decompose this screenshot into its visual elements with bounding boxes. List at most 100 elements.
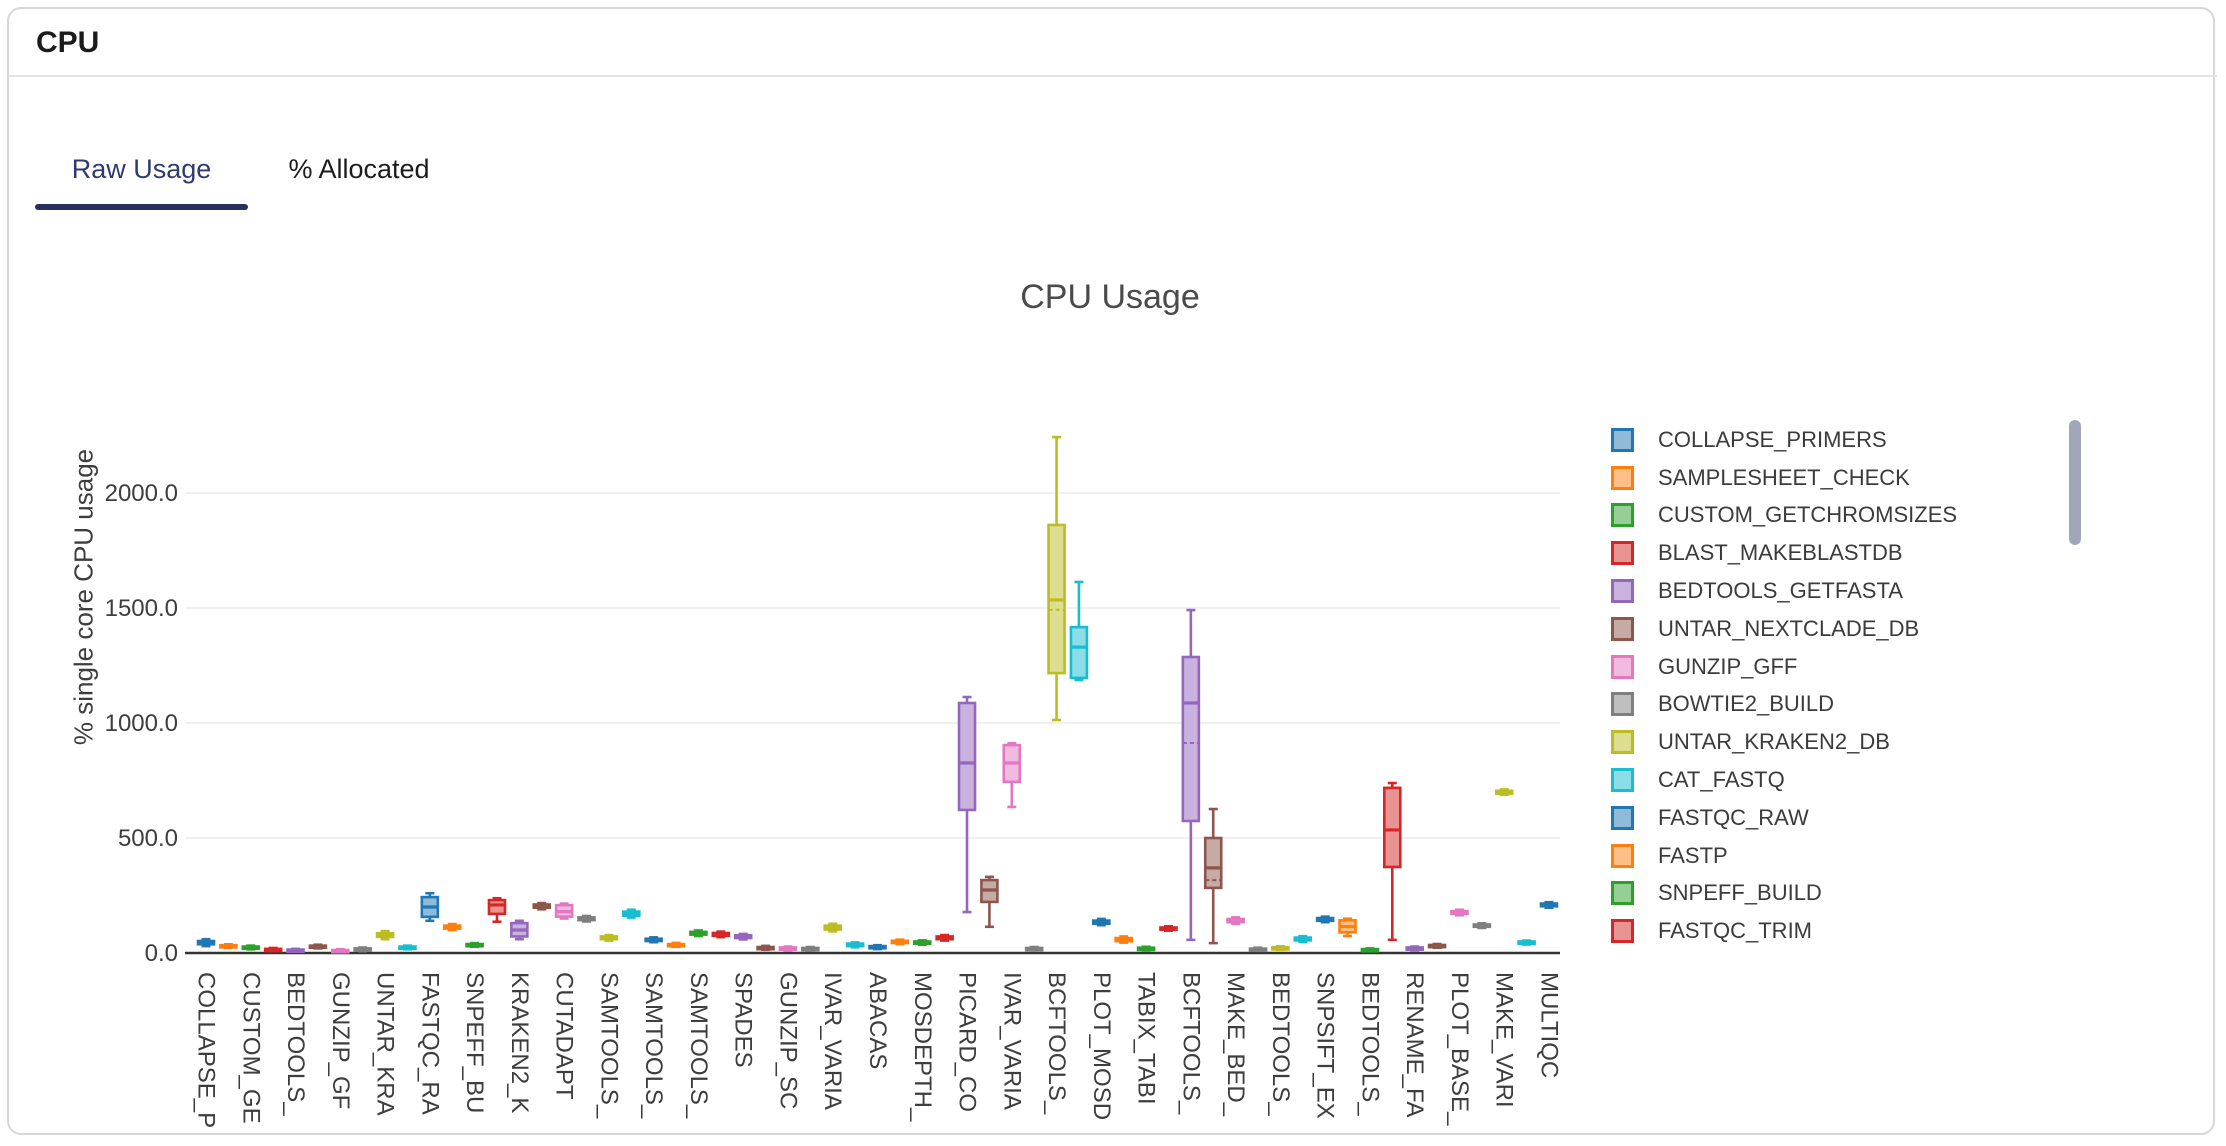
box-plot-BEDTOOLS_[interactable]: [286, 947, 305, 954]
legend-item[interactable]: GUNZIP_GFF: [1608, 648, 2068, 686]
box-plot-SNPEFF_BU[interactable]: [465, 941, 484, 949]
legend-item[interactable]: COLLAPSE_PRIMERS: [1608, 421, 2068, 459]
legend-item[interactable]: CAT_FASTQ: [1608, 761, 2068, 799]
box-plot-series-30[interactable]: [845, 941, 865, 949]
box-plot-series-34[interactable]: [935, 933, 954, 942]
legend-item[interactable]: BOWTIE2_BUILD: [1608, 686, 2068, 724]
chart-title: CPU Usage: [1020, 278, 1200, 316]
box-plot-BEDTOOLS_[interactable]: [1271, 945, 1290, 952]
box-plot-FASTQC_RA[interactable]: [420, 891, 440, 923]
box-plot-series-20[interactable]: [621, 908, 641, 919]
box-plot-series-38[interactable]: [1024, 945, 1044, 952]
box-plot-series-40[interactable]: [1069, 580, 1089, 682]
x-tick-label: PICARD_CO: [954, 972, 981, 1112]
x-tick-label: GUNZIP_SC: [774, 972, 801, 1109]
x-tick-label: PLOT_MOSD: [1088, 972, 1115, 1120]
box-plot-series-6[interactable]: [308, 943, 328, 950]
box-plot-series-8[interactable]: [353, 946, 372, 953]
legend-item[interactable]: CUSTOM_GETCHROMSIZES: [1608, 497, 2068, 535]
box-plot-SAMTOOLS_[interactable]: [599, 933, 619, 942]
legend-scrollbar-thumb[interactable]: [2069, 420, 2081, 545]
box-plot-SAMTOOLS_[interactable]: [689, 929, 708, 938]
box-plot-series-12[interactable]: [442, 922, 462, 932]
box-plot-series-48[interactable]: [1248, 946, 1268, 953]
box-plot-series-36[interactable]: [980, 875, 999, 929]
box-plot-series-4[interactable]: [263, 946, 283, 953]
box-plot-series-18[interactable]: [577, 914, 596, 923]
x-tick-label: CUTADAPT: [551, 972, 578, 1100]
legend-label: FASTP: [1658, 842, 1728, 868]
legend-item[interactable]: FASTP: [1608, 837, 2068, 875]
legend-label: FASTQC_RAW: [1658, 804, 1809, 830]
box-plot-GUNZIP_GF[interactable]: [330, 948, 350, 954]
x-tick-label: SAMTOOLS_: [595, 972, 622, 1119]
legend-item[interactable]: SNPEFF_BUILD: [1608, 875, 2068, 913]
legend-label: COLLAPSE_PRIMERS: [1658, 426, 1887, 452]
box-plot-IVAR_VARIA[interactable]: [1002, 741, 1022, 809]
x-tick-label: SAMTOOLS_: [640, 972, 667, 1119]
box-plot-series-32[interactable]: [890, 938, 910, 946]
box-plot-series-10[interactable]: [398, 944, 417, 951]
box-plot-SAMTOOLS_[interactable]: [644, 936, 663, 944]
legend-item[interactable]: BEDTOOLS_GETFASTA: [1608, 572, 2068, 610]
box-plot-ABACAS[interactable]: [868, 943, 887, 951]
box-plot-series-16[interactable]: [532, 901, 552, 911]
legend-label: SAMPLESHEET_CHECK: [1658, 464, 1910, 490]
box-plot-SNPSIFT_EX[interactable]: [1315, 915, 1335, 924]
tab-percent-allocated[interactable]: % Allocated: [288, 154, 430, 184]
box-plot-BCFTOOLS_[interactable]: [1181, 608, 1201, 942]
box-plot-series-46[interactable]: [1203, 807, 1223, 945]
legend-label: GUNZIP_GFF: [1658, 653, 1798, 679]
box-plot-MAKE_BED_[interactable]: [1226, 916, 1245, 926]
box-plot-CUSTOM_GE[interactable]: [241, 944, 261, 951]
x-tick-label: SAMTOOLS_: [685, 972, 712, 1119]
x-tick-label: COLLAPSE_P: [193, 972, 220, 1128]
box-plot-CUTADAPT[interactable]: [554, 902, 574, 920]
legend-item[interactable]: FASTQC_TRIM: [1608, 912, 2068, 950]
legend-item[interactable]: UNTAR_NEXTCLADE_DB: [1608, 610, 2068, 648]
box-plot-COLLAPSE_P[interactable]: [196, 937, 216, 948]
box-plot-series-42[interactable]: [1114, 935, 1134, 944]
box-plot-TABIX_TABI[interactable]: [1136, 945, 1156, 952]
box-plot-series-44[interactable]: [1159, 925, 1178, 932]
box-plot-BEDTOOLS_[interactable]: [1360, 947, 1380, 953]
box-plot-BCFTOOLS_[interactable]: [1047, 435, 1066, 722]
box-plot-PLOT_MOSD[interactable]: [1092, 917, 1111, 927]
box-plot-series-14[interactable]: [487, 896, 507, 924]
box-plot-GUNZIP_SC[interactable]: [778, 945, 798, 952]
legend-item[interactable]: BLAST_MAKEBLASTDB: [1608, 534, 2068, 572]
chart-legend: COLLAPSE_PRIMERS SAMPLESHEET_CHECK CUSTOM_…: [1608, 421, 2068, 951]
x-tick-label: BEDTOOLS_: [282, 972, 309, 1116]
box-plot-MAKE_VARI[interactable]: [1494, 788, 1514, 797]
legend-item[interactable]: UNTAR_KRAKEN2_DB: [1608, 723, 2068, 761]
box-plot-MOSDEPTH_[interactable]: [912, 939, 932, 947]
legend-item[interactable]: SAMPLESHEET_CHECK: [1608, 459, 2068, 497]
box-plot-MULTIQC[interactable]: [1539, 900, 1559, 909]
box-plot-KRAKEN2_K[interactable]: [510, 919, 529, 941]
box-plot-series-56[interactable]: [1427, 942, 1447, 950]
box-plot-RENAME_FA[interactable]: [1405, 945, 1424, 952]
box-plot-PICARD_CO[interactable]: [957, 695, 977, 914]
x-tick-label: GUNZIP_GF: [327, 972, 354, 1109]
box-plot-UNTAR_KRA[interactable]: [375, 929, 395, 941]
box-plot-series-26[interactable]: [756, 944, 775, 952]
tab-raw-usage[interactable]: Raw Usage: [71, 154, 212, 184]
x-tick-label: BCFTOOLS_: [1043, 972, 1070, 1115]
box-plot-series-60[interactable]: [1517, 939, 1536, 946]
box-plot-IVAR_VARIA[interactable]: [823, 922, 843, 933]
box-plot-SPADES[interactable]: [733, 932, 753, 941]
box-plot-series-50[interactable]: [1293, 934, 1313, 944]
x-tick-label: KRAKEN2_K: [506, 972, 533, 1113]
box-plot-series-52[interactable]: [1338, 917, 1357, 938]
legend-item[interactable]: FASTQC_RAW: [1608, 799, 2068, 837]
box-plot-series-24[interactable]: [711, 930, 731, 939]
box-plot-series-58[interactable]: [1472, 922, 1492, 930]
x-tick-label: FASTQC_RA: [416, 972, 443, 1115]
y-tick-label: 500.0: [118, 825, 178, 852]
box-plot-series-28[interactable]: [801, 945, 820, 953]
box-plot-PLOT_BASE_[interactable]: [1450, 908, 1469, 917]
box-plot-series-54[interactable]: [1382, 781, 1402, 942]
box-plot-series-2[interactable]: [219, 942, 238, 950]
box-plot-series-22[interactable]: [666, 941, 686, 949]
